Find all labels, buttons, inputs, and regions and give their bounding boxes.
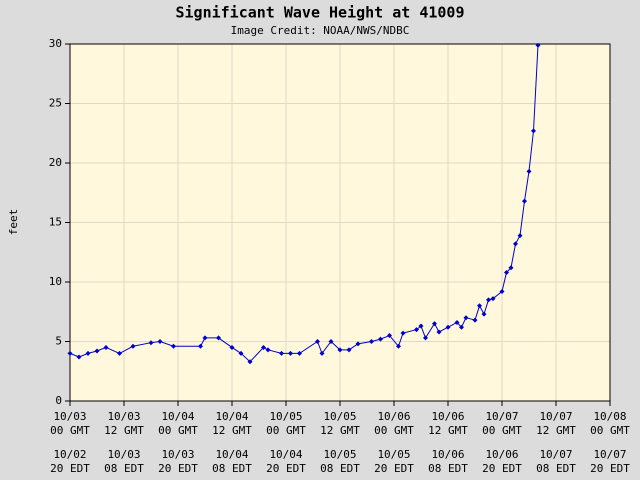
plot-frame xyxy=(69,43,611,402)
marker xyxy=(337,347,343,353)
x-tick-label-local: 10/07 20 EDT xyxy=(590,448,630,475)
y-tick-label: 5 xyxy=(55,335,62,348)
x-tick-label: 10/03 12 GMT xyxy=(104,410,144,437)
marker xyxy=(346,347,352,353)
marker xyxy=(198,343,203,349)
marker xyxy=(265,347,271,353)
marker xyxy=(535,42,541,48)
marker xyxy=(117,350,122,356)
x-tick-label: 10/06 12 GMT xyxy=(428,410,468,437)
x-tick-label: 10/04 12 GMT xyxy=(212,410,252,437)
marker xyxy=(432,321,437,327)
y-tick-label: 30 xyxy=(49,37,62,50)
marker xyxy=(315,339,320,344)
marker xyxy=(499,289,505,295)
x-tick-label-local: 10/07 08 EDT xyxy=(536,448,576,475)
marker xyxy=(85,350,91,356)
marker xyxy=(396,343,401,349)
marker xyxy=(148,340,154,346)
marker xyxy=(490,296,496,302)
x-tick-label: 10/04 00 GMT xyxy=(158,410,198,437)
x-tick-label-local: 10/04 08 EDT xyxy=(212,448,252,475)
marker xyxy=(103,344,109,350)
y-tick-label: 0 xyxy=(55,394,62,407)
marker xyxy=(279,350,284,356)
marker xyxy=(459,324,464,330)
x-tick-label: 10/05 00 GMT xyxy=(266,410,306,437)
marker xyxy=(171,343,176,349)
marker xyxy=(229,344,235,350)
marker xyxy=(522,198,527,204)
marker xyxy=(463,315,469,321)
y-tick-label: 10 xyxy=(49,275,62,288)
x-tick-label-local: 10/03 20 EDT xyxy=(158,448,198,475)
y-tick-label: 25 xyxy=(49,97,62,110)
marker xyxy=(297,350,302,356)
marker xyxy=(157,339,163,344)
marker xyxy=(445,324,451,330)
marker xyxy=(94,348,100,354)
marker xyxy=(130,343,136,349)
x-tick-label: 10/03 00 GMT xyxy=(50,410,90,437)
x-tick-label: 10/05 12 GMT xyxy=(320,410,360,437)
marker xyxy=(526,168,532,174)
x-tick-label: 10/08 00 GMT xyxy=(590,410,630,437)
chart-title: Significant Wave Height at 41009 xyxy=(176,4,465,22)
marker xyxy=(504,269,509,275)
marker xyxy=(328,339,334,344)
marker xyxy=(238,350,244,356)
x-tick-label: 10/06 00 GMT xyxy=(374,410,414,437)
marker xyxy=(378,336,383,342)
x-tick-label-local: 10/05 20 EDT xyxy=(374,448,414,475)
marker xyxy=(517,233,523,239)
marker xyxy=(261,344,266,350)
marker xyxy=(319,350,325,356)
marker xyxy=(436,329,442,335)
marker xyxy=(414,327,419,333)
marker xyxy=(481,311,487,317)
x-tick-label: 10/07 12 GMT xyxy=(536,410,576,437)
marker xyxy=(400,330,406,336)
marker xyxy=(472,317,478,323)
marker xyxy=(216,335,221,341)
marker xyxy=(387,333,392,339)
marker xyxy=(423,335,428,341)
x-tick-label: 10/07 00 GMT xyxy=(482,410,522,437)
marker xyxy=(486,297,491,303)
marker xyxy=(67,350,73,356)
x-tick-label-local: 10/05 08 EDT xyxy=(320,448,360,475)
y-tick-label: 20 xyxy=(49,156,62,169)
marker xyxy=(418,323,424,329)
marker xyxy=(508,265,514,271)
marker xyxy=(513,241,518,247)
marker xyxy=(369,339,374,344)
marker xyxy=(531,128,536,134)
y-axis-label: feet xyxy=(7,209,20,236)
marker xyxy=(477,303,482,309)
x-tick-label-local: 10/06 08 EDT xyxy=(428,448,468,475)
marker xyxy=(288,350,293,356)
marker xyxy=(247,359,253,365)
x-tick-label-local: 10/06 20 EDT xyxy=(482,448,522,475)
marker xyxy=(454,319,460,325)
y-tick-label: 15 xyxy=(49,216,62,229)
marker xyxy=(355,341,361,347)
x-tick-label-local: 10/04 20 EDT xyxy=(266,448,306,475)
marker xyxy=(76,354,82,360)
chart-subtitle: Image Credit: NOAA/NWS/NDBC xyxy=(231,24,410,37)
x-tick-label-local: 10/03 08 EDT xyxy=(104,448,144,475)
x-tick-label-local: 10/02 20 EDT xyxy=(50,448,90,475)
marker xyxy=(202,335,208,341)
